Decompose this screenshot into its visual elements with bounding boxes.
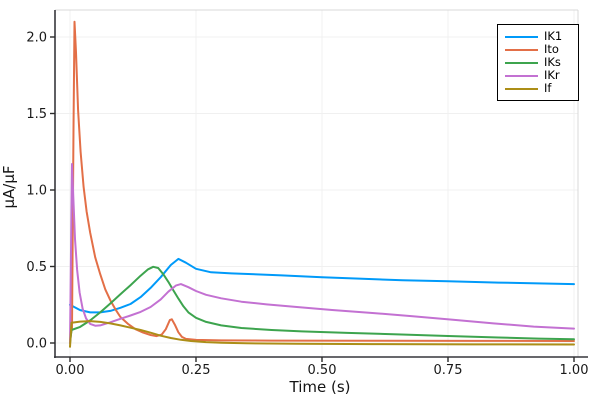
y-tick-label: 1.5 [26, 107, 47, 122]
legend-label-ito: Ito [544, 42, 559, 56]
legend-item-ik1: IK1 [505, 30, 572, 43]
legend-label-ik1: IK1 [544, 29, 563, 43]
legend-label-if: If [544, 81, 552, 95]
legend-item-ito: Ito [505, 43, 572, 56]
y-tick-label: 0.5 [26, 260, 47, 275]
x-axis-label: Time (s) [289, 378, 351, 396]
y-tick-label: 0.0 [26, 337, 47, 352]
y-tick-label: 1.0 [26, 184, 47, 199]
legend-item-if: If [505, 82, 572, 95]
x-tick-label: 0.50 [308, 363, 337, 378]
y-axis-label: μA/μF [0, 165, 18, 209]
legend: IK1 Ito IKs IKr If [497, 24, 579, 101]
series-line-ik1 [69, 257, 575, 314]
legend-label-iks: IKs [544, 55, 561, 69]
x-tick-label: 1.00 [560, 363, 589, 378]
legend-line-sample-ikr [505, 74, 538, 77]
series-line-if [69, 320, 575, 348]
legend-line-sample-ik1 [505, 35, 538, 38]
x-tick-label: 0.75 [434, 363, 463, 378]
legend-label-ikr: IKr [544, 68, 560, 82]
legend-line-sample-iks [505, 61, 538, 64]
legend-line-sample-if [505, 87, 538, 90]
y-tick-label: 2.0 [26, 31, 47, 46]
legend-item-iks: IKs [505, 56, 572, 69]
series-line-iks [69, 265, 575, 344]
x-tick-label: 0.00 [56, 363, 85, 378]
series-line-ikr [69, 163, 575, 344]
legend-line-sample-ito [505, 48, 538, 51]
legend-item-ikr: IKr [505, 69, 572, 82]
x-tick-label: 0.25 [182, 363, 211, 378]
